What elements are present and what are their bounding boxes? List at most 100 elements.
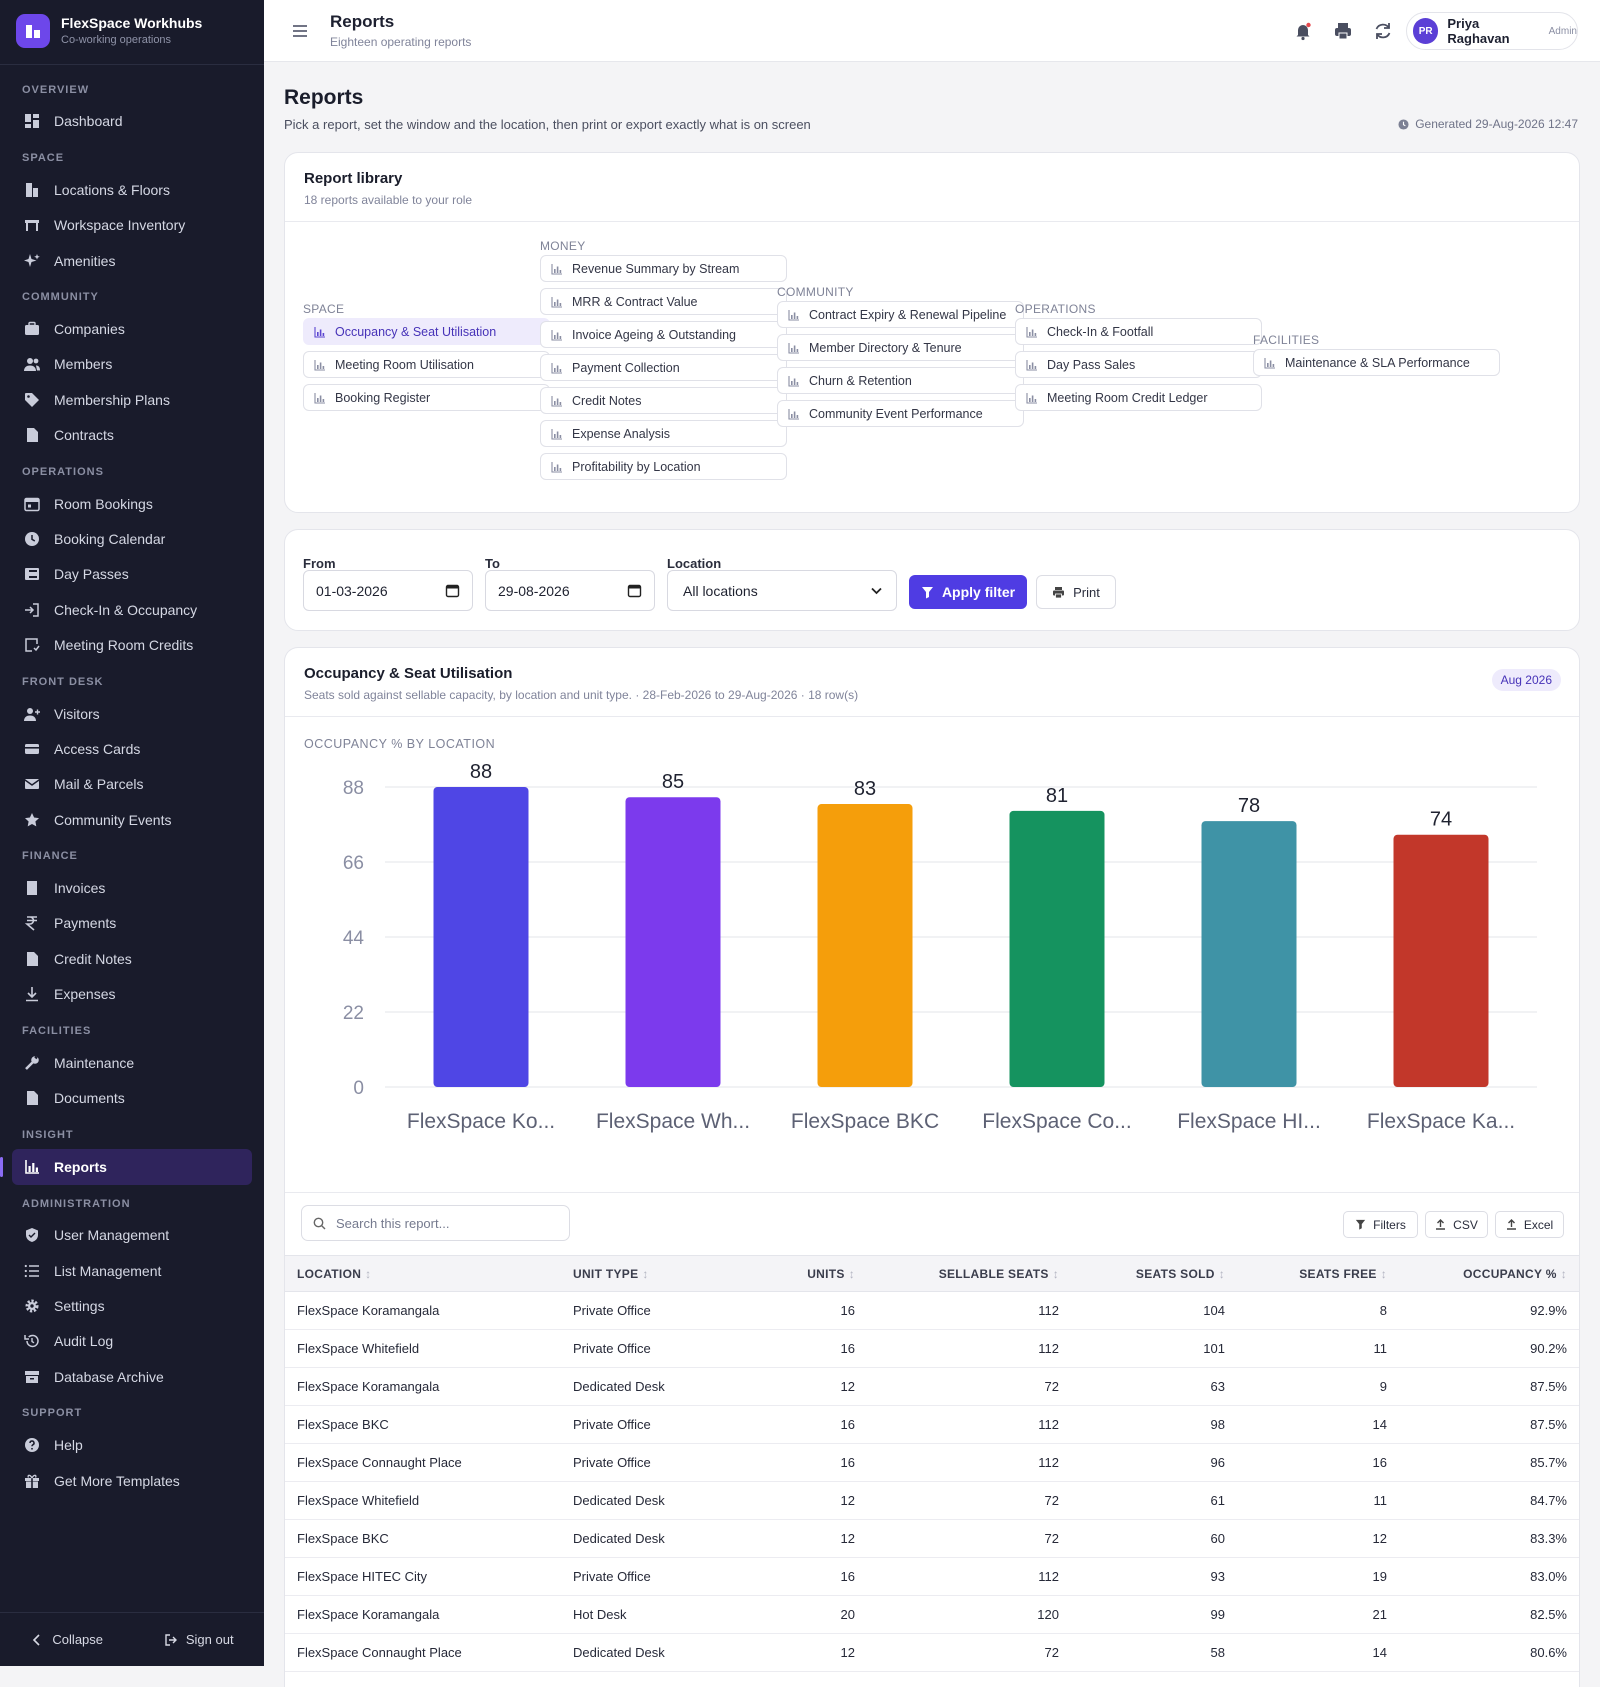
- report-item[interactable]: Member Directory & Tenure: [777, 334, 1024, 361]
- column-header[interactable]: UNIT TYPE ↕: [561, 1255, 739, 1292]
- sidebar-item-dashboard[interactable]: Dashboard: [12, 103, 252, 139]
- column-header[interactable]: UNITS ↕: [739, 1255, 867, 1292]
- sidebar-item-room-bookings[interactable]: Room Bookings: [12, 486, 252, 522]
- table-row[interactable]: FlexSpace HITEC City Private Office 16 112 9…: [285, 1557, 1579, 1596]
- sidebar-item-audit-log[interactable]: Audit Log: [12, 1323, 252, 1359]
- table-cell: 9: [1237, 1367, 1399, 1406]
- sort-icon[interactable]: ↕: [642, 1266, 649, 1281]
- report-item[interactable]: Expense Analysis: [540, 420, 787, 447]
- sidebar-item-help[interactable]: Help: [12, 1427, 252, 1463]
- menu-icon[interactable]: [290, 21, 310, 41]
- sidebar-item-companies[interactable]: Companies: [12, 311, 252, 347]
- sidebar-item-invoices[interactable]: Invoices: [12, 870, 252, 906]
- sidebar-item-booking-calendar[interactable]: Booking Calendar: [12, 521, 252, 557]
- report-item[interactable]: Credit Notes: [540, 387, 787, 414]
- report-library-card: Report library 18 reports available to y…: [284, 152, 1580, 513]
- table-cell: 11: [1237, 1329, 1399, 1368]
- sidebar-item-visitors[interactable]: Visitors: [12, 696, 252, 732]
- sidebar-item-workspace-inventory[interactable]: Workspace Inventory: [12, 207, 252, 243]
- column-header[interactable]: LOCATION ↕: [285, 1255, 561, 1292]
- column-header[interactable]: OCCUPANCY % ↕: [1399, 1255, 1579, 1292]
- column-header[interactable]: SEATS SOLD ↕: [1071, 1255, 1237, 1292]
- column-header[interactable]: SELLABLE SEATS ↕: [867, 1255, 1071, 1292]
- report-item[interactable]: Maintenance & SLA Performance: [1253, 349, 1500, 376]
- csv-export-button[interactable]: CSV: [1425, 1211, 1488, 1238]
- sort-icon[interactable]: ↕: [1052, 1266, 1059, 1281]
- report-item[interactable]: Check-In & Footfall: [1015, 318, 1262, 345]
- sidebar-item-day-passes[interactable]: Day Passes: [12, 556, 252, 592]
- sidebar-item-check-in-occupancy[interactable]: Check-In & Occupancy: [12, 592, 252, 628]
- sidebar-item-reports[interactable]: Reports: [0, 1149, 252, 1185]
- to-date-input[interactable]: 29-08-2026: [485, 570, 655, 611]
- sidebar-item-database-archive[interactable]: Database Archive: [12, 1359, 252, 1395]
- sidebar-item-members[interactable]: Members: [12, 346, 252, 382]
- sidebar-item-access-cards[interactable]: Access Cards: [12, 731, 252, 767]
- report-item[interactable]: Occupancy & Seat Utilisation: [303, 318, 550, 345]
- table-row[interactable]: FlexSpace Koramangala Hot Desk 20 120 99 21 82…: [285, 1595, 1579, 1634]
- calendar-icon[interactable]: [445, 583, 460, 598]
- sidebar-item-list-management[interactable]: List Management: [12, 1253, 252, 1289]
- report-item[interactable]: Payment Collection: [540, 354, 787, 381]
- collapse-button[interactable]: Collapse: [30, 1632, 103, 1647]
- sort-icon[interactable]: ↕: [1560, 1266, 1567, 1281]
- report-item[interactable]: Invoice Ageing & Outstanding: [540, 321, 787, 348]
- nav-section-label: SUPPORT: [22, 1407, 83, 1419]
- gear-icon: [25, 1299, 39, 1313]
- table-row[interactable]: FlexSpace Koramangala Dedicated Desk 12 72 6…: [285, 1367, 1579, 1406]
- sidebar-item-settings[interactable]: Settings: [12, 1288, 252, 1324]
- sidebar-item-meeting-room-credits[interactable]: Meeting Room Credits: [12, 627, 252, 663]
- user-menu[interactable]: PR Priya Raghavan Admin: [1406, 12, 1578, 50]
- report-item[interactable]: Contract Expiry & Renewal Pipeline: [777, 301, 1024, 328]
- chevron-left-icon: [33, 1633, 40, 1646]
- chart-icon: [25, 1160, 39, 1174]
- report-item[interactable]: Meeting Room Credit Ledger: [1015, 384, 1262, 411]
- location-select[interactable]: All locations: [667, 570, 897, 611]
- excel-export-button[interactable]: Excel: [1495, 1211, 1564, 1238]
- sidebar-item-contracts[interactable]: Contracts: [12, 417, 252, 453]
- sidebar-item-community-events[interactable]: Community Events: [12, 802, 252, 838]
- table-row[interactable]: FlexSpace Koramangala Private Office 16 112…: [285, 1291, 1579, 1330]
- calendar-icon[interactable]: [627, 583, 642, 598]
- report-item[interactable]: Churn & Retention: [777, 367, 1024, 394]
- filters-button[interactable]: Filters: [1343, 1211, 1418, 1238]
- sidebar-item-documents[interactable]: Documents: [12, 1080, 252, 1116]
- column-header[interactable]: SEATS FREE ↕: [1237, 1255, 1399, 1292]
- sidebar-item-get-more-templates[interactable]: Get More Templates: [12, 1463, 252, 1499]
- sidebar-item-amenities[interactable]: Amenities: [12, 243, 252, 279]
- sidebar-item-locations-floors[interactable]: Locations & Floors: [12, 172, 252, 208]
- sidebar-item-mail-parcels[interactable]: Mail & Parcels: [12, 766, 252, 802]
- sidebar-item-membership-plans[interactable]: Membership Plans: [12, 382, 252, 418]
- report-item[interactable]: Booking Register: [303, 384, 550, 411]
- sort-icon[interactable]: ↕: [365, 1266, 372, 1281]
- report-item[interactable]: Revenue Summary by Stream: [540, 255, 787, 282]
- sidebar-item-user-management[interactable]: User Management: [12, 1217, 252, 1253]
- sidebar-item-payments[interactable]: Payments: [12, 905, 252, 941]
- signout-button[interactable]: Sign out: [164, 1632, 234, 1647]
- report-search-input[interactable]: Search this report...: [301, 1205, 570, 1241]
- table-row[interactable]: FlexSpace Whitefield Private Office 16 112 1…: [285, 1329, 1579, 1368]
- sort-icon[interactable]: ↕: [1380, 1266, 1387, 1281]
- sidebar-item-expenses[interactable]: Expenses: [12, 976, 252, 1012]
- sidebar-item-label: Credit Notes: [54, 951, 132, 967]
- table-row[interactable]: FlexSpace BKC Private Office 16 112 98 14 87.5…: [285, 1405, 1579, 1444]
- from-date-input[interactable]: 01-03-2026: [303, 570, 473, 611]
- report-item[interactable]: MRR & Contract Value: [540, 288, 787, 315]
- apply-filter-button[interactable]: Apply filter: [909, 575, 1027, 609]
- report-item[interactable]: Day Pass Sales: [1015, 351, 1262, 378]
- sidebar-item-label: Contracts: [54, 427, 114, 443]
- report-item[interactable]: Meeting Room Utilisation: [303, 351, 550, 378]
- sidebar-item-credit-notes[interactable]: Credit Notes: [12, 941, 252, 977]
- refresh-icon[interactable]: [1372, 20, 1394, 42]
- print-icon[interactable]: [1332, 20, 1354, 42]
- sidebar-item-maintenance[interactable]: Maintenance: [12, 1045, 252, 1081]
- report-item[interactable]: Community Event Performance: [777, 400, 1024, 427]
- table-row[interactable]: FlexSpace Whitefield Dedicated Desk 12 72 61…: [285, 1481, 1579, 1520]
- table-row[interactable]: FlexSpace Connaught Place Private Office 1…: [285, 1443, 1579, 1482]
- sort-icon[interactable]: ↕: [1218, 1266, 1225, 1281]
- x-tick-label: FlexSpace BKC: [791, 1110, 939, 1133]
- print-button[interactable]: Print: [1036, 575, 1116, 609]
- table-row[interactable]: FlexSpace BKC Dedicated Desk 12 72 60 12 83.3%: [285, 1519, 1579, 1558]
- sort-icon[interactable]: ↕: [848, 1266, 855, 1281]
- bell-icon[interactable]: [1292, 20, 1314, 42]
- report-item[interactable]: Profitability by Location: [540, 453, 787, 480]
